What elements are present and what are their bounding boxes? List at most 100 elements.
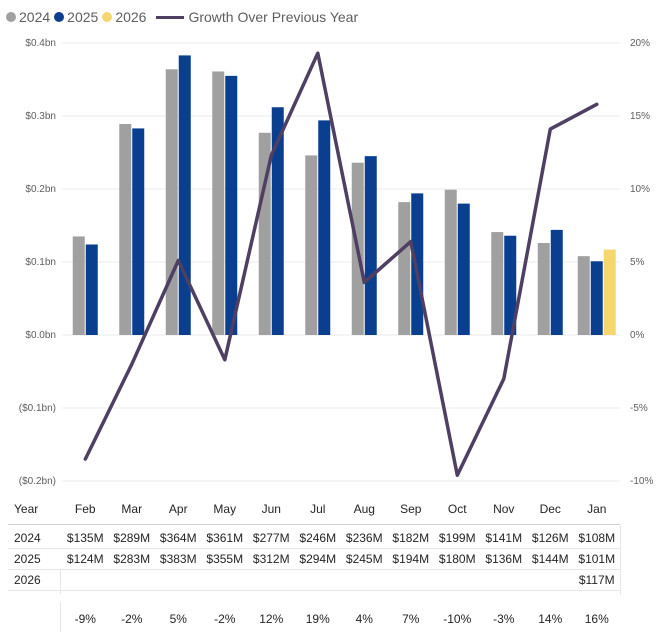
table-month-header: Jul xyxy=(310,502,326,516)
y2-axis-tick-label: 5% xyxy=(630,257,645,268)
table-year-header: Year xyxy=(14,502,39,516)
bar-2026-jan xyxy=(603,249,616,335)
bar-2024-dec xyxy=(537,243,550,335)
table-month-header: Sep xyxy=(400,502,422,516)
table-month-header: Apr xyxy=(168,502,188,516)
header-separator xyxy=(8,524,620,525)
y-axis-tick-label: $0.2bn xyxy=(25,184,56,195)
bar-2024-feb xyxy=(72,236,85,335)
table-cell: $289M xyxy=(113,531,151,545)
table-cell: $144M xyxy=(531,552,569,566)
table-cell: $361M xyxy=(206,531,244,545)
y-axis-tick-label: $0.1bn xyxy=(25,257,56,268)
growth-row-top-line xyxy=(60,602,61,632)
table-cell: $101M xyxy=(578,552,616,566)
y-axis-tick-label: $0.3bn xyxy=(25,111,56,122)
bar-2025-jan xyxy=(590,261,603,335)
bar-2024-nov xyxy=(491,232,504,335)
bar-2025-aug xyxy=(364,156,377,335)
y2-axis-tick-label: 20% xyxy=(630,38,650,49)
row-separator xyxy=(8,590,620,591)
bar-2025-jul xyxy=(318,120,331,335)
table-cell: $199M xyxy=(438,531,476,545)
table-month-header: Mar xyxy=(121,502,143,516)
table-month-header: Jan xyxy=(587,502,607,516)
table-month-header: Jun xyxy=(261,502,281,516)
table-cell: $136M xyxy=(485,552,523,566)
bar-2025-apr xyxy=(178,55,191,335)
bar-2025-jun xyxy=(271,107,284,336)
table-growth-cell: -2% xyxy=(214,612,236,626)
bar-2024-apr xyxy=(165,69,178,335)
table-row: 2025 $124M $283M $383M $355M $312M $294M $245M $… xyxy=(0,548,668,570)
y-axis-tick-label: $0.0bn xyxy=(25,330,56,341)
table-month-header: Feb xyxy=(74,502,96,516)
table-cell: $294M xyxy=(299,552,337,566)
table-cell: $283M xyxy=(113,552,151,566)
table-growth-cell: 12% xyxy=(259,612,284,626)
legend: 2024 2025 2026 Growth Over Previous Year xyxy=(6,9,362,25)
bar-2024-jan xyxy=(577,256,590,335)
combo-chart: $0.4bn $0.3bn $0.2bn $0.1bn $0.0bn ($0.1bn) ($… xyxy=(19,38,654,487)
legend-item-2024[interactable]: 2024 xyxy=(6,9,50,25)
table-row: 2024 $135M $289M $364M $361M $277M $246M $236M $… xyxy=(0,527,668,549)
table-cell: $236M xyxy=(345,531,383,545)
bar-2024-sep xyxy=(398,202,411,335)
table-cell: $355M xyxy=(206,552,244,566)
table-month-header: Dec xyxy=(539,502,561,516)
legend-dot-2025 xyxy=(54,12,65,22)
legend-label-2026: 2026 xyxy=(115,9,147,25)
legend-label-2024: 2024 xyxy=(19,9,51,25)
table-cell: $246M xyxy=(299,531,337,545)
table-month-header: May xyxy=(213,502,237,516)
table-growth-cell: 16% xyxy=(584,612,609,626)
row-separator xyxy=(8,569,620,570)
table-cell: $126M xyxy=(531,531,569,545)
growth-line xyxy=(83,51,599,477)
y2-axis-tick-label: 10% xyxy=(630,184,650,195)
table-month-header: Nov xyxy=(493,502,515,516)
right-border xyxy=(620,525,621,595)
table-cell: $194M xyxy=(392,552,430,566)
legend-item-2025[interactable]: 2025 xyxy=(54,9,98,25)
legend-item-growth[interactable]: Growth Over Previous Year xyxy=(150,9,358,25)
table-cell: $182M xyxy=(392,531,430,545)
row-separator xyxy=(8,548,620,549)
legend-label-2025: 2025 xyxy=(67,9,99,25)
legend-label-growth: Growth Over Previous Year xyxy=(188,9,359,25)
table-row: 2026 $117M xyxy=(0,569,668,591)
table-growth-cell: 4% xyxy=(355,612,373,626)
bar-2024-jun xyxy=(258,132,271,335)
table-cell: $383M xyxy=(159,552,197,566)
legend-dot-2026 xyxy=(102,12,113,22)
legend-dot-2024 xyxy=(6,12,16,22)
table-header-row: Year Feb Mar Apr May Jun Jul Aug Sep Oct Nov Dec Jan xyxy=(0,498,668,520)
bar-2025-nov xyxy=(504,235,517,335)
table-growth-cell: -2% xyxy=(121,612,143,626)
legend-item-2026[interactable]: 2026 xyxy=(102,9,146,25)
table-cell: $135M xyxy=(66,531,104,545)
bar-2025-dec xyxy=(550,229,563,335)
table-growth-cell: 19% xyxy=(305,612,330,626)
table-row-year: 2026 xyxy=(14,573,41,587)
bar-2024-mar xyxy=(119,124,132,335)
table-month-header: Oct xyxy=(447,502,467,516)
bar-2025-feb xyxy=(85,244,98,335)
y-axis-tick-label: ($0.1bn) xyxy=(19,403,56,414)
table-growth-row: -9% -2% 5% -2% 12% 19% 4% 7% -10% -3% 14% 16% xyxy=(0,608,668,630)
table-growth-cell: -9% xyxy=(74,612,96,626)
bar-2025-may xyxy=(225,75,238,335)
y2-axis-tick-label: -5% xyxy=(630,403,648,414)
bar-2025-oct xyxy=(457,203,470,335)
y-axis-tick-label: $0.4bn xyxy=(25,38,56,49)
table-row-year: 2025 xyxy=(14,552,41,566)
bar-2025-sep xyxy=(411,193,424,335)
table-growth-cell: 5% xyxy=(169,612,187,626)
bar-2024-oct xyxy=(444,189,457,335)
y-axis-tick-label: ($0.2bn) xyxy=(19,476,56,487)
bar-2025-mar xyxy=(132,128,145,335)
table-cell: $277M xyxy=(252,531,290,545)
y2-axis-tick-label: -10% xyxy=(630,476,653,487)
table-growth-cell: 7% xyxy=(402,612,420,626)
table-row-year: 2024 xyxy=(14,531,41,545)
